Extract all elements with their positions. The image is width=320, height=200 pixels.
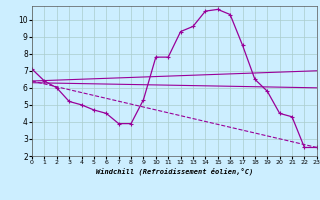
X-axis label: Windchill (Refroidissement éolien,°C): Windchill (Refroidissement éolien,°C) bbox=[96, 168, 253, 175]
